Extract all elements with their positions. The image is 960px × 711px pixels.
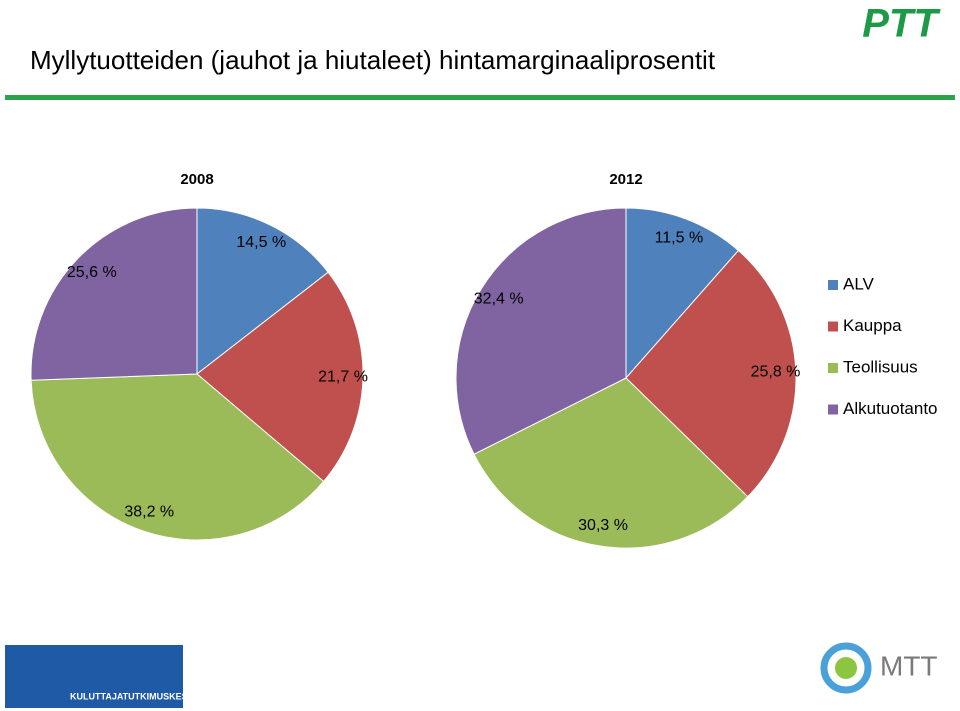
data-label: 30,3 % xyxy=(578,517,628,534)
pie-slice xyxy=(30,207,198,381)
mtt-logo-mark xyxy=(835,657,857,679)
data-label: 11,5 % xyxy=(655,229,704,246)
legend-swatch xyxy=(828,280,838,290)
pie-slice xyxy=(625,249,797,498)
legend-label: Teollisuus xyxy=(843,357,918,376)
mtt-logo-mark xyxy=(820,642,872,694)
pie-slice xyxy=(455,207,627,455)
pie-title: 2012 xyxy=(609,171,642,188)
data-label: 32,4 % xyxy=(474,291,524,308)
legend-swatch xyxy=(828,404,838,415)
data-label: 38,2 % xyxy=(124,503,174,520)
kuluttaja-logo: KULUTTAJATUTKIMUSKESKUS xyxy=(70,691,207,701)
legend-swatch xyxy=(828,363,838,373)
ptt-logo: PTT xyxy=(862,2,941,46)
slide-title: Myllytuotteiden (jauhot ja hiutaleet) hi… xyxy=(30,45,716,75)
legend-label: Kauppa xyxy=(843,316,902,335)
pie-slice xyxy=(625,207,740,380)
pie-slice xyxy=(196,271,364,483)
data-label: 14,5 % xyxy=(236,234,286,251)
pie-slice xyxy=(473,377,749,549)
data-label: 25,8 % xyxy=(751,364,801,381)
mtt-logo: MTT xyxy=(880,650,938,681)
data-label: 25,6 % xyxy=(67,264,117,281)
legend-label: ALV xyxy=(843,274,875,293)
pie-slice xyxy=(196,207,329,376)
legend-swatch xyxy=(828,321,838,332)
data-label: 21,7 % xyxy=(318,368,368,385)
title-rule xyxy=(5,95,955,100)
pie-slice xyxy=(30,373,325,541)
pie-title: 2008 xyxy=(180,171,213,188)
legend-label: Alkutuotanto xyxy=(843,399,938,418)
kuluttaja-logo-bg xyxy=(5,645,183,708)
